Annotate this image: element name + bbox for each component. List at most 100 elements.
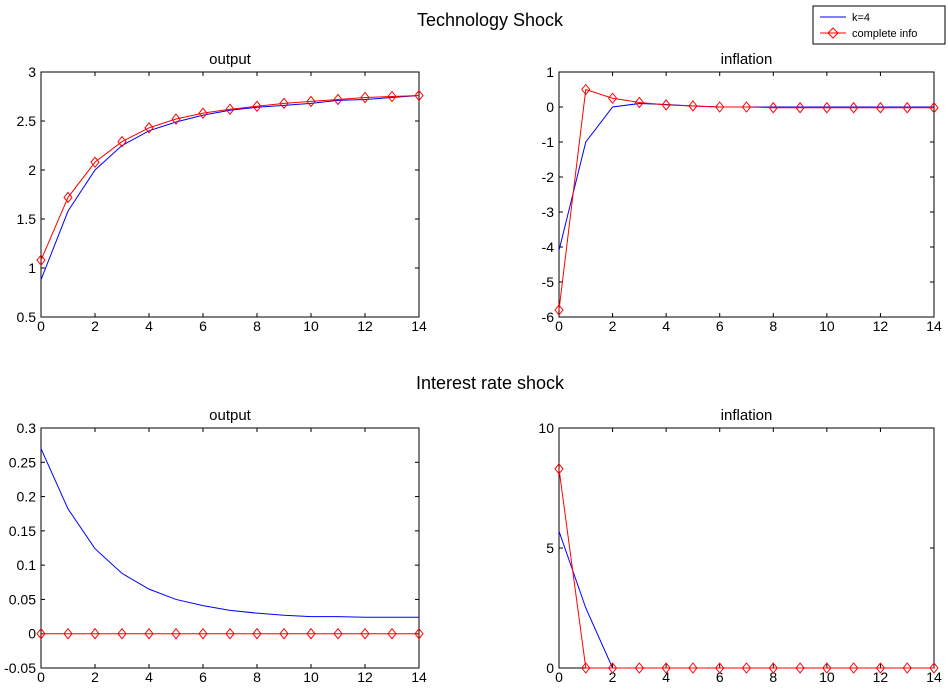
x-tick-label: 12 — [873, 669, 889, 685]
data-point-marker — [63, 191, 73, 204]
x-tick-label: 10 — [303, 318, 319, 334]
x-tick-label: 2 — [91, 318, 99, 334]
x-tick-label: 8 — [769, 318, 777, 334]
data-point-marker — [581, 662, 591, 674]
data-point-marker — [634, 662, 644, 674]
series-line-complete-info — [558, 468, 934, 669]
data-point-marker — [36, 254, 46, 266]
x-tick-label: 6 — [716, 318, 724, 334]
x-tick-label: 0 — [37, 669, 45, 685]
data-point-marker — [581, 83, 591, 96]
y-tick-label: 1 — [28, 260, 36, 276]
series-line-complete-info — [558, 88, 934, 311]
y-tick-label: -0.05 — [4, 660, 36, 676]
x-tick-label: 8 — [253, 318, 261, 334]
data-point-marker — [741, 662, 752, 674]
panel-title: inflation — [721, 407, 773, 424]
data-point-marker — [360, 627, 370, 640]
x-tick-label: 14 — [926, 669, 942, 685]
y-tick-label: -4 — [542, 239, 555, 255]
x-tick-label: 10 — [303, 669, 319, 685]
x-tick-label: 14 — [411, 669, 427, 685]
legend-label-complete: complete info — [852, 28, 917, 40]
y-tick-label: 0.15 — [9, 523, 36, 539]
data-point-marker — [306, 627, 316, 640]
data-point-marker — [279, 627, 289, 640]
y-tick-label: 1.5 — [17, 211, 37, 227]
data-point-marker — [144, 122, 154, 134]
data-point-marker — [360, 91, 370, 104]
data-point-marker — [902, 101, 912, 114]
x-tick-label: 0 — [555, 669, 563, 685]
panel-tech-inflation: inflation 0 2 4 6 8 10 12 14 -6 -5 -4 -3 -2 -1 0 1 — [542, 51, 942, 334]
data-point-marker — [661, 99, 671, 111]
x-tick-label: 2 — [91, 669, 99, 685]
data-point-marker — [875, 662, 886, 674]
panels: output 0 2 4 6 8 10 12 14 0.5 1 1.5 2 2.5 3 inflation 0 2… — [4, 51, 942, 685]
y-tick-label: 2.5 — [17, 113, 37, 129]
x-tick-label: 2 — [609, 669, 617, 685]
y-tick-label: -6 — [542, 309, 555, 325]
y-tick-label: -5 — [542, 274, 555, 290]
series-line-complete-info — [40, 95, 420, 261]
panel-title: output — [209, 407, 252, 424]
data-point-marker — [661, 662, 671, 674]
data-point-marker — [875, 101, 886, 114]
y-tick-label: 10 — [538, 420, 554, 436]
data-point-marker — [171, 627, 181, 640]
data-point-marker — [171, 113, 181, 125]
panel-tech-output: output 0 2 4 6 8 10 12 14 0.5 1 1.5 2 2.5 3 — [17, 51, 427, 334]
data-point-marker — [252, 100, 262, 113]
y-tick-label: 0.2 — [17, 489, 37, 505]
panel-title: output — [209, 51, 252, 68]
data-point-marker — [36, 627, 46, 640]
data-point-marker — [279, 97, 289, 110]
data-point-marker — [929, 662, 939, 674]
data-point-marker — [822, 662, 832, 674]
y-tick-label: 5 — [546, 540, 554, 556]
data-point-marker — [198, 107, 208, 119]
data-point-marker — [768, 662, 778, 674]
data-point-marker — [741, 101, 752, 113]
y-tick-label: 0.5 — [17, 309, 37, 325]
data-point-marker — [715, 101, 725, 113]
legend-box — [812, 5, 946, 45]
data-point-marker — [387, 627, 397, 640]
x-tick-label: 4 — [662, 669, 670, 685]
data-point-marker — [117, 627, 127, 640]
data-point-marker — [144, 627, 154, 640]
axes-box — [558, 71, 935, 318]
data-point-marker — [607, 92, 618, 105]
y-tick-label: 3 — [28, 64, 36, 80]
x-tick-label: 6 — [716, 669, 724, 685]
x-tick-label: 14 — [411, 318, 427, 334]
y-tick-label: 2 — [28, 162, 36, 178]
data-point-marker — [795, 101, 805, 114]
data-point-marker — [688, 100, 698, 112]
axes-box — [558, 427, 935, 669]
data-point-marker — [90, 627, 100, 640]
x-tick-label: 14 — [926, 318, 942, 334]
y-tick-label: 0 — [546, 660, 554, 676]
data-point-marker — [822, 101, 832, 114]
data-point-marker — [715, 662, 725, 674]
data-point-marker — [414, 627, 424, 640]
x-tick-label: 6 — [199, 318, 207, 334]
x-tick-label: 4 — [145, 318, 153, 334]
data-point-marker — [554, 462, 564, 475]
x-tick-label: 8 — [769, 669, 777, 685]
y-tick-label: 0.3 — [17, 420, 37, 436]
y-tick-label: 0 — [28, 626, 36, 642]
series-line-k4 — [40, 448, 419, 618]
x-tick-label: 12 — [873, 318, 889, 334]
y-tick-label: -1 — [542, 134, 555, 150]
legend-label-k4: k=4 — [852, 12, 870, 24]
y-tick-label: 0 — [546, 99, 554, 115]
legend-marker-complete — [827, 27, 839, 39]
x-tick-label: 2 — [609, 318, 617, 334]
x-tick-label: 0 — [555, 318, 563, 334]
data-point-marker — [902, 662, 912, 674]
supertitle-technology: Technology Shock — [417, 10, 564, 30]
x-tick-label: 10 — [819, 669, 835, 685]
